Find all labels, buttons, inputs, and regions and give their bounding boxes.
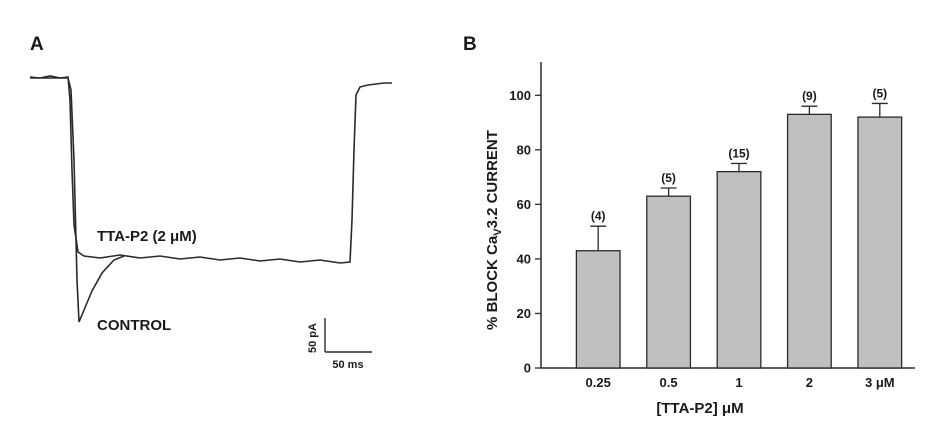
panel-b-label: B bbox=[463, 34, 477, 55]
sample-size-label: (4) bbox=[591, 209, 606, 223]
x-tick-label: 3 μM bbox=[865, 375, 895, 390]
y-tick-label: 40 bbox=[517, 251, 531, 266]
bar bbox=[646, 195, 692, 369]
scale-bar-current-label: 50 pA bbox=[307, 323, 319, 353]
panel-b: B % BLOCK CaV3.2 CURRENT 0 20 40 60 80 100 (4)… bbox=[463, 34, 915, 417]
control-trace bbox=[30, 77, 125, 323]
x-tick-label: 1 bbox=[735, 375, 742, 390]
x-tick-label: 2 bbox=[806, 375, 813, 390]
sample-size-label: (15) bbox=[728, 146, 749, 160]
bar bbox=[857, 116, 903, 369]
y-axis-title-subscript: V bbox=[492, 228, 504, 236]
control-trace-label: CONTROL bbox=[97, 317, 171, 334]
scale-bar-time-label: 50 ms bbox=[332, 359, 363, 371]
y-tick-label: 80 bbox=[517, 142, 531, 157]
y-tick-label: 60 bbox=[517, 197, 531, 212]
y-axis-title-prefix: % BLOCK Ca bbox=[484, 235, 501, 330]
bar bbox=[786, 113, 832, 369]
y-axis-title: % BLOCK CaV3.2 CURRENT bbox=[484, 130, 504, 330]
plot-area: 0 20 40 60 80 100 (4) 0.25 (5) 0.5 (15) 1 (9) 2 (5) 3 μ… bbox=[509, 62, 915, 390]
bar bbox=[575, 250, 621, 369]
sample-size-label: (5) bbox=[661, 171, 676, 185]
sample-size-label: (5) bbox=[872, 86, 887, 100]
scale-bar: 50 pA 50 ms bbox=[307, 318, 372, 371]
bar bbox=[716, 170, 762, 369]
x-axis-title: [TTA-P2] μM bbox=[656, 400, 743, 417]
y-tick-label: 20 bbox=[517, 306, 531, 321]
drug-trace bbox=[29, 75, 392, 264]
sample-size-label: (9) bbox=[802, 89, 817, 103]
x-tick-label: 0.25 bbox=[586, 375, 611, 390]
panel-a: A TTA-P2 (2 μM) CONTROL 50 pA 50 ms bbox=[29, 34, 392, 371]
y-axis-title-suffix: 3.2 CURRENT bbox=[484, 130, 501, 228]
y-tick-label: 0 bbox=[524, 361, 531, 376]
x-tick-label: 0.5 bbox=[660, 375, 678, 390]
panel-a-label: A bbox=[30, 34, 44, 55]
drug-trace-label: TTA-P2 (2 μM) bbox=[97, 228, 197, 245]
y-tick-label: 100 bbox=[509, 88, 531, 103]
